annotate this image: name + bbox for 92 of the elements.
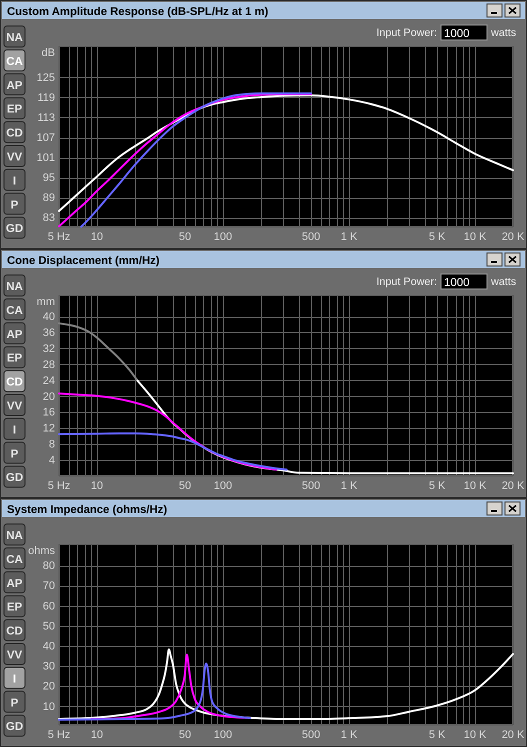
text: P xyxy=(10,199,19,212)
y-axis-title: dB xyxy=(42,47,55,59)
y-tick-label: 16 xyxy=(42,406,55,419)
y-tick-label: 40 xyxy=(42,311,55,324)
x-tick-label: 10 K xyxy=(464,480,488,492)
x-tick-label: 100 xyxy=(214,230,232,243)
x-tick-label: 10 xyxy=(90,728,104,741)
x-tick-label: 5 Hz xyxy=(48,480,70,492)
text: CA xyxy=(6,304,23,317)
x-tick-label: 500 xyxy=(302,480,320,492)
text: I xyxy=(12,424,16,436)
text: watts xyxy=(490,27,517,39)
text: P xyxy=(10,697,19,710)
x-tick-label: 10 K xyxy=(464,728,488,741)
y-tick-label: 24 xyxy=(42,374,55,387)
text: NA xyxy=(6,32,23,44)
y-tick-label: 89 xyxy=(42,192,55,204)
x-tick-label: 1 K xyxy=(340,480,358,492)
x-tick-label: 5 K xyxy=(428,480,446,492)
y-tick-label: 32 xyxy=(42,342,55,355)
y-tick-label: 20 xyxy=(42,390,55,403)
x-tick-label: 100 xyxy=(214,480,232,492)
text: CD xyxy=(6,626,23,638)
chart-title: Cone Displacement (mm/Hz) xyxy=(7,255,160,267)
text: EP xyxy=(6,602,22,614)
x-tick-label: 50 xyxy=(178,728,192,741)
y-tick-label: 30 xyxy=(42,660,55,673)
x-tick-label: 5 Hz xyxy=(48,230,70,243)
x-tick-label: 20 K xyxy=(502,480,525,492)
text: AP xyxy=(6,328,23,341)
text: EP xyxy=(6,352,22,365)
text: GD xyxy=(6,223,24,236)
text: AP xyxy=(6,578,23,590)
x-tick-label: 5 K xyxy=(428,728,446,741)
y-tick-label: 12 xyxy=(42,422,55,435)
text: 1000 xyxy=(444,277,470,289)
x-tick-label: 50 xyxy=(178,480,192,492)
text: GD xyxy=(6,472,24,484)
x-tick-label: 10 xyxy=(90,230,104,243)
x-tick-label: 1 K xyxy=(340,230,358,243)
text: EP xyxy=(6,104,22,116)
y-axis-title: mm xyxy=(36,296,55,308)
y-tick-label: 60 xyxy=(42,600,55,612)
x-tick-label: 20 K xyxy=(502,728,525,741)
y-tick-label: 83 xyxy=(42,212,55,224)
text: CA xyxy=(6,56,23,68)
text: CD xyxy=(6,376,23,389)
x-tick-label: 1 K xyxy=(340,728,358,741)
x-tick-label: 500 xyxy=(302,230,320,243)
y-tick-label: 28 xyxy=(42,358,55,371)
y-tick-label: 10 xyxy=(42,700,55,713)
y-tick-label: 101 xyxy=(36,152,55,164)
text: NA xyxy=(6,530,23,542)
y-tick-label: 4 xyxy=(48,454,55,467)
y-tick-label: 50 xyxy=(42,620,55,632)
text: VV xyxy=(6,650,22,662)
x-tick-label: 10 xyxy=(90,480,104,492)
text: AP xyxy=(6,80,23,92)
y-tick-label: 107 xyxy=(36,132,55,144)
y-tick-label: 20 xyxy=(42,680,55,693)
y-tick-label: 8 xyxy=(48,438,55,451)
y-tick-label: 125 xyxy=(36,72,55,84)
y-axis-title: ohms xyxy=(28,545,56,557)
text: CA xyxy=(6,554,23,566)
x-tick-label: 5 Hz xyxy=(48,728,70,741)
text: P xyxy=(10,448,19,460)
text: VV xyxy=(6,152,22,164)
chart-title: System Impedance (ohms/Hz) xyxy=(7,504,168,516)
text: Input Power: xyxy=(376,27,437,39)
y-tick-label: 70 xyxy=(42,580,55,592)
text: I xyxy=(12,673,16,686)
x-tick-label: 10 K xyxy=(464,230,488,243)
y-tick-label: 80 xyxy=(42,560,55,572)
y-tick-label: 113 xyxy=(37,112,55,124)
text: GD xyxy=(6,721,24,734)
x-tick-label: 5 K xyxy=(428,230,446,243)
text: I xyxy=(12,175,16,188)
text: NA xyxy=(6,281,23,293)
y-tick-label: 119 xyxy=(37,92,55,104)
y-tick-label: 95 xyxy=(42,172,55,184)
chart-title: Custom Amplitude Response (dB-SPL/Hz at 1 m) xyxy=(7,6,269,18)
x-tick-label: 500 xyxy=(302,728,320,741)
x-tick-label: 50 xyxy=(178,230,192,243)
text: 1000 xyxy=(444,28,470,40)
text: watts xyxy=(490,276,517,288)
y-tick-label: 36 xyxy=(42,326,55,339)
text: VV xyxy=(6,400,22,412)
x-tick-label: 100 xyxy=(214,728,232,741)
text: CD xyxy=(6,128,23,140)
x-tick-label: 20 K xyxy=(502,230,525,243)
y-tick-label: 40 xyxy=(42,640,55,652)
text: Input Power: xyxy=(376,276,437,288)
